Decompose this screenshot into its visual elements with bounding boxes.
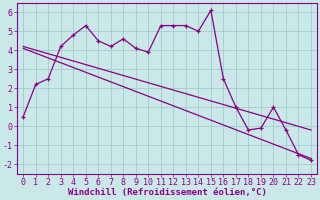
X-axis label: Windchill (Refroidissement éolien,°C): Windchill (Refroidissement éolien,°C) <box>68 188 267 197</box>
